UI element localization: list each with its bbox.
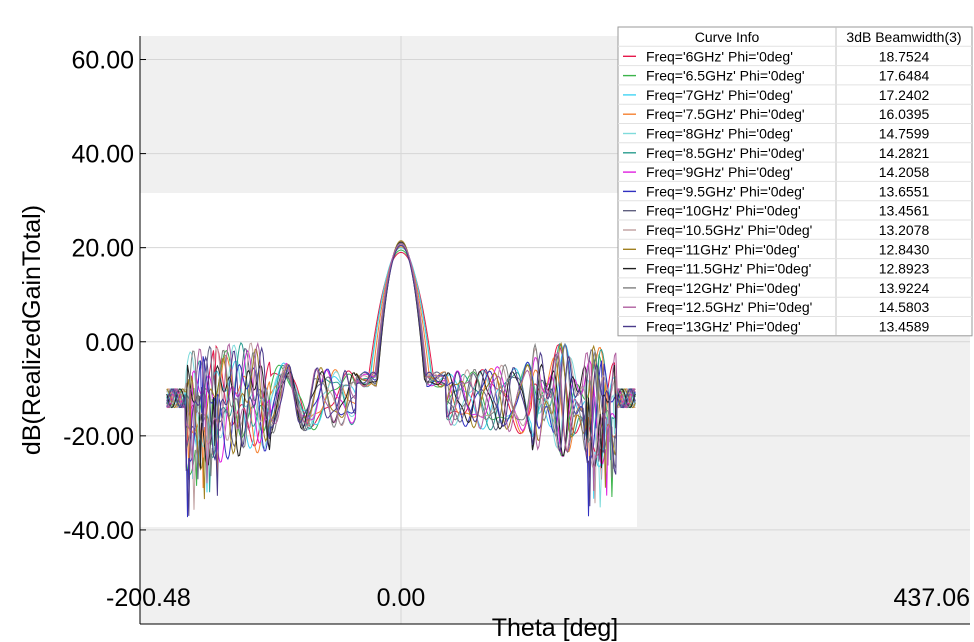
legend-series-name: Freq='6GHz' Phi='0deg' [646, 48, 793, 64]
legend-beamwidth-value: 13.4589 [879, 319, 930, 335]
legend-beamwidth-value: 17.2402 [879, 87, 930, 103]
y-tick-label: 40.00 [71, 141, 134, 169]
legend-beamwidth-value: 13.9224 [879, 280, 930, 296]
legend-beamwidth-value: 18.7524 [879, 48, 930, 64]
legend-series-name: Freq='11GHz' Phi='0deg' [646, 241, 800, 257]
legend: Curve Info 3dB Beamwidth(3) Freq='6GHz' Ph… [617, 26, 973, 337]
legend-series-name: Freq='9.5GHz' Phi='0deg' [646, 183, 805, 199]
legend-series-name: Freq='7GHz' Phi='0deg' [646, 87, 793, 103]
legend-header-beamwidth: 3dB Beamwidth(3) [846, 29, 961, 45]
legend-series-name: Freq='10GHz' Phi='0deg' [646, 203, 801, 219]
legend-series-name: Freq='8GHz' Phi='0deg' [646, 126, 793, 142]
legend-beamwidth-value: 13.4561 [879, 203, 930, 219]
legend-beamwidth-value: 16.0395 [879, 106, 930, 122]
y-tick-label: 0.00 [85, 329, 134, 357]
x-tick-label: -200.48 [106, 584, 191, 612]
x-tick-label: 0.00 [377, 584, 426, 612]
y-axis-ticks: 60.00 40.00 20.00 0.00 -20.00 -40.00 [63, 47, 146, 545]
series-line [166, 241, 636, 469]
series-line [166, 244, 636, 516]
legend-series-name: Freq='13GHz' Phi='0deg' [646, 319, 801, 335]
y-tick-label: -40.00 [63, 517, 134, 545]
legend-beamwidth-value: 12.8923 [879, 261, 930, 277]
series-line [166, 243, 636, 492]
legend-series-name: Freq='7.5GHz' Phi='0deg' [646, 106, 805, 122]
legend-series-name: Freq='6.5GHz' Phi='0deg' [646, 68, 805, 84]
legend-header-curve-info: Curve Info [695, 29, 760, 45]
legend-series-name: Freq='12GHz' Phi='0deg' [646, 280, 801, 296]
legend-beamwidth-value: 14.2821 [879, 145, 930, 161]
legend-series-name: Freq='12.5GHz' Phi='0deg' [646, 299, 812, 315]
legend-series-name: Freq='9GHz' Phi='0deg' [646, 164, 793, 180]
legend-series-name: Freq='10.5GHz' Phi='0deg' [646, 222, 812, 238]
legend-beamwidth-value: 14.7599 [879, 126, 930, 142]
legend-beamwidth-value: 13.6551 [879, 183, 930, 199]
legend-series-name: Freq='8.5GHz' Phi='0deg' [646, 145, 805, 161]
y-tick-label: 20.00 [71, 235, 134, 263]
legend-beamwidth-value: 14.2058 [879, 164, 930, 180]
legend-series-name: Freq='11.5GHz' Phi='0deg' [646, 261, 811, 277]
y-tick-label: -20.00 [63, 423, 134, 451]
legend-beamwidth-value: 14.5803 [879, 299, 930, 315]
series-lines [166, 240, 636, 518]
x-axis-ticks: -200.48 0.00 437.06 [106, 584, 970, 612]
x-tick-label: 437.06 [894, 584, 970, 612]
x-axis-title: Theta [deg] [492, 614, 618, 642]
y-tick-label: 60.00 [71, 47, 134, 75]
legend-beamwidth-value: 13.2078 [879, 222, 930, 238]
legend-beamwidth-value: 17.6484 [879, 68, 930, 84]
y-axis-title: dB(RealizedGainTotal) [18, 205, 46, 455]
legend-beamwidth-value: 12.8430 [879, 241, 930, 257]
series-line [166, 251, 636, 480]
